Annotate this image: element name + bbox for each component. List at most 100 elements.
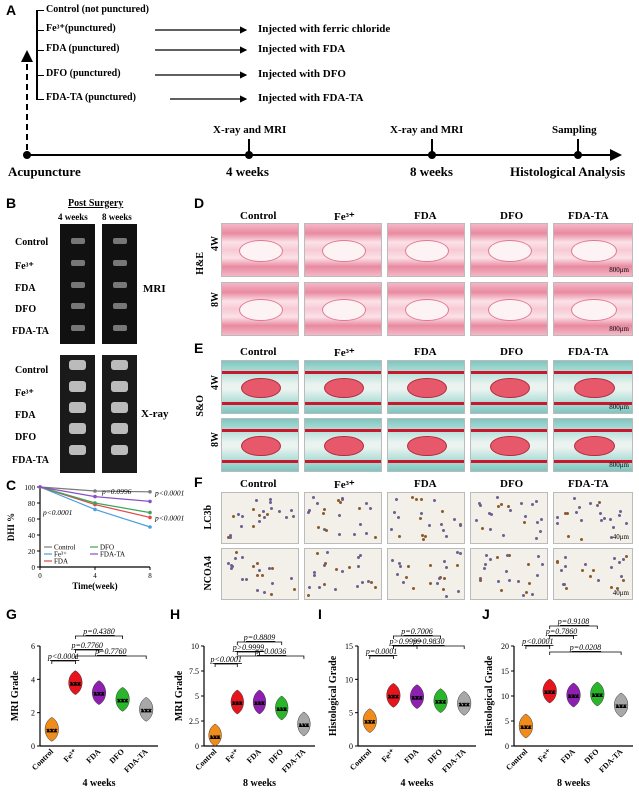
- y-axis-label: Histological Grade: [328, 655, 339, 736]
- group-bracket: [36, 10, 38, 100]
- d-stain-label: H&E: [195, 252, 206, 275]
- significance-bracket: [525, 645, 551, 649]
- cell-nucleus: [535, 499, 539, 503]
- category-label: FDA: [559, 747, 577, 765]
- cell-nucleus: [229, 535, 233, 539]
- cell-nucleus: [312, 573, 316, 577]
- f-row-ncoa4: NCOA4: [203, 556, 214, 591]
- e-col-fda: FDA: [414, 346, 437, 358]
- cell-nucleus: [599, 511, 603, 515]
- data-point: [254, 701, 259, 705]
- cell-nucleus: [322, 508, 326, 512]
- cell-nucleus: [438, 575, 442, 579]
- cell-nucleus: [488, 512, 492, 516]
- cell-nucleus: [418, 516, 422, 520]
- cell-nucleus: [609, 535, 613, 539]
- group-fe: Fe³⁺(punctured): [46, 23, 116, 34]
- cell-nucleus: [562, 583, 566, 587]
- y-tick-label: 5: [505, 717, 509, 726]
- f-col-fda-ta: FDA-TA: [568, 478, 609, 490]
- scale-bar: 800μm: [609, 403, 629, 411]
- cell-nucleus: [231, 565, 235, 569]
- cell-nucleus: [293, 588, 297, 592]
- data-point: [49, 728, 54, 733]
- cell-nucleus: [612, 556, 616, 560]
- cell-nucleus: [610, 586, 614, 590]
- group-fda-ta: FDA-TA (punctured): [46, 92, 136, 103]
- injection-fda: Injected with FDA: [258, 43, 346, 55]
- data-point: [46, 728, 51, 733]
- mri-row-dfo: DFO: [15, 304, 37, 315]
- he-8w-dfo: [470, 282, 548, 336]
- cell-nucleus: [597, 579, 601, 583]
- cell-nucleus: [455, 564, 459, 568]
- p-value-label: p<0.0001: [154, 514, 184, 523]
- cell-nucleus: [414, 498, 418, 502]
- cell-nucleus: [315, 551, 319, 555]
- cell-nucleus: [479, 576, 483, 580]
- data-point: [148, 525, 152, 529]
- data-point: [567, 694, 572, 698]
- cell-nucleus: [428, 582, 432, 586]
- so-4w-dfo: [470, 360, 548, 414]
- mri-image-8w: [102, 224, 137, 344]
- category-label: FDA: [245, 747, 263, 765]
- cell-nucleus: [271, 582, 275, 586]
- group-dfo: DFO (punctured): [46, 68, 121, 79]
- cell-nucleus: [478, 502, 482, 506]
- significance-bracket: [549, 625, 598, 629]
- so-4w-control: [221, 360, 299, 414]
- data-point: [364, 719, 369, 724]
- cell-nucleus: [270, 593, 274, 597]
- cell-nucleus: [390, 528, 394, 532]
- p-value-label: p>0.9999: [388, 637, 420, 646]
- so-8w-fda: [387, 418, 465, 472]
- cell-nucleus: [579, 519, 583, 523]
- data-point: [209, 735, 214, 739]
- data-point: [371, 719, 376, 724]
- p-value-label: p=0.8809: [243, 633, 275, 642]
- cell-nucleus: [534, 536, 538, 540]
- cell-nucleus: [501, 534, 505, 538]
- p-value-label: p<0.0001: [209, 655, 241, 664]
- e-col-fda-ta: FDA-TA: [568, 346, 609, 358]
- cell-nucleus: [341, 570, 345, 574]
- cell-nucleus: [496, 555, 500, 559]
- mri-row-control: Control: [15, 237, 49, 248]
- data-point: [415, 695, 419, 700]
- f-col-fe: Fe³⁺: [334, 479, 355, 491]
- cell-nucleus: [452, 518, 456, 522]
- cell-nucleus: [263, 591, 267, 595]
- mri-label: MRI: [143, 283, 166, 295]
- y-axis-label: Histological Grade: [484, 655, 495, 736]
- y-tick-label: 5: [349, 709, 353, 718]
- cell-nucleus: [622, 579, 626, 583]
- xray-row-control: Control: [15, 365, 49, 376]
- data-point: [305, 723, 310, 727]
- d-col-dfo: DFO: [500, 210, 524, 222]
- cell-nucleus: [364, 532, 368, 536]
- y-tick-label: 0: [349, 742, 353, 751]
- xray-image-8w: [102, 355, 137, 473]
- data-point: [260, 701, 265, 705]
- y-tick-label: 0: [31, 742, 35, 751]
- cell-nucleus: [420, 511, 424, 515]
- ihc-ncoa4-fda: [387, 548, 465, 600]
- cell-nucleus: [361, 581, 365, 585]
- y-tick-label: 10: [345, 675, 353, 684]
- he-8w-control: [221, 282, 299, 336]
- cell-nucleus: [608, 518, 612, 522]
- cell-nucleus: [260, 574, 264, 578]
- cell-nucleus: [441, 587, 445, 591]
- cell-nucleus: [277, 510, 281, 514]
- cell-nucleus: [355, 584, 359, 588]
- data-point: [147, 708, 152, 713]
- data-point: [462, 702, 467, 707]
- cell-nucleus: [459, 551, 463, 555]
- cell-nucleus: [323, 582, 327, 586]
- cell-nucleus: [318, 586, 322, 590]
- x-tick-label: 4: [93, 572, 97, 580]
- data-point: [595, 693, 600, 697]
- cell-nucleus: [317, 526, 321, 530]
- cell-nucleus: [436, 581, 440, 585]
